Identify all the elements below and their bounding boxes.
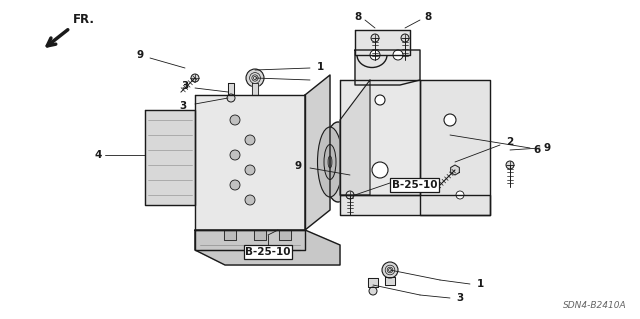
Polygon shape <box>195 95 305 230</box>
Circle shape <box>388 269 392 271</box>
Text: SDN4-B2410A: SDN4-B2410A <box>563 301 627 310</box>
Circle shape <box>346 191 354 199</box>
Text: 9: 9 <box>136 50 143 60</box>
Circle shape <box>245 195 255 205</box>
Text: B-25-10: B-25-10 <box>245 247 291 257</box>
Polygon shape <box>224 230 236 240</box>
Circle shape <box>506 161 514 169</box>
Polygon shape <box>279 230 291 240</box>
Text: B-25-10: B-25-10 <box>392 180 438 190</box>
Circle shape <box>227 94 235 102</box>
Polygon shape <box>252 83 258 95</box>
Polygon shape <box>340 80 420 195</box>
Ellipse shape <box>317 127 342 197</box>
Polygon shape <box>228 83 234 95</box>
Polygon shape <box>305 75 330 230</box>
Text: 9: 9 <box>543 143 550 153</box>
Polygon shape <box>254 230 266 240</box>
Text: FR.: FR. <box>73 13 95 26</box>
Polygon shape <box>340 80 370 195</box>
Text: 1: 1 <box>316 62 324 72</box>
Polygon shape <box>195 230 340 265</box>
Circle shape <box>401 34 409 42</box>
Ellipse shape <box>323 122 353 202</box>
Circle shape <box>191 74 199 82</box>
Text: 1: 1 <box>476 279 484 289</box>
Ellipse shape <box>324 145 336 180</box>
Circle shape <box>456 191 464 199</box>
Polygon shape <box>355 50 420 85</box>
Text: 3: 3 <box>456 293 463 303</box>
Circle shape <box>372 162 388 178</box>
Polygon shape <box>385 277 395 285</box>
Polygon shape <box>145 110 195 205</box>
Text: 8: 8 <box>424 12 431 22</box>
Polygon shape <box>195 230 305 250</box>
Circle shape <box>245 135 255 145</box>
Circle shape <box>393 50 403 60</box>
Circle shape <box>369 287 377 295</box>
Circle shape <box>444 114 456 126</box>
Circle shape <box>245 165 255 175</box>
Circle shape <box>230 115 240 125</box>
Circle shape <box>375 95 385 105</box>
Polygon shape <box>355 30 410 55</box>
Circle shape <box>230 180 240 190</box>
Text: 3: 3 <box>179 101 187 111</box>
Circle shape <box>230 150 240 160</box>
Ellipse shape <box>328 156 332 168</box>
Circle shape <box>253 76 257 80</box>
Circle shape <box>370 50 380 60</box>
Circle shape <box>246 69 264 87</box>
Polygon shape <box>451 165 460 175</box>
Polygon shape <box>340 195 490 215</box>
Circle shape <box>371 34 379 42</box>
Text: 4: 4 <box>94 150 102 160</box>
Polygon shape <box>420 80 490 215</box>
Text: 8: 8 <box>355 12 362 22</box>
Polygon shape <box>368 278 378 287</box>
Text: 2: 2 <box>506 137 514 147</box>
Circle shape <box>382 262 398 278</box>
Text: 9: 9 <box>294 161 301 171</box>
Text: 3: 3 <box>181 81 189 91</box>
Text: 6: 6 <box>533 145 541 155</box>
